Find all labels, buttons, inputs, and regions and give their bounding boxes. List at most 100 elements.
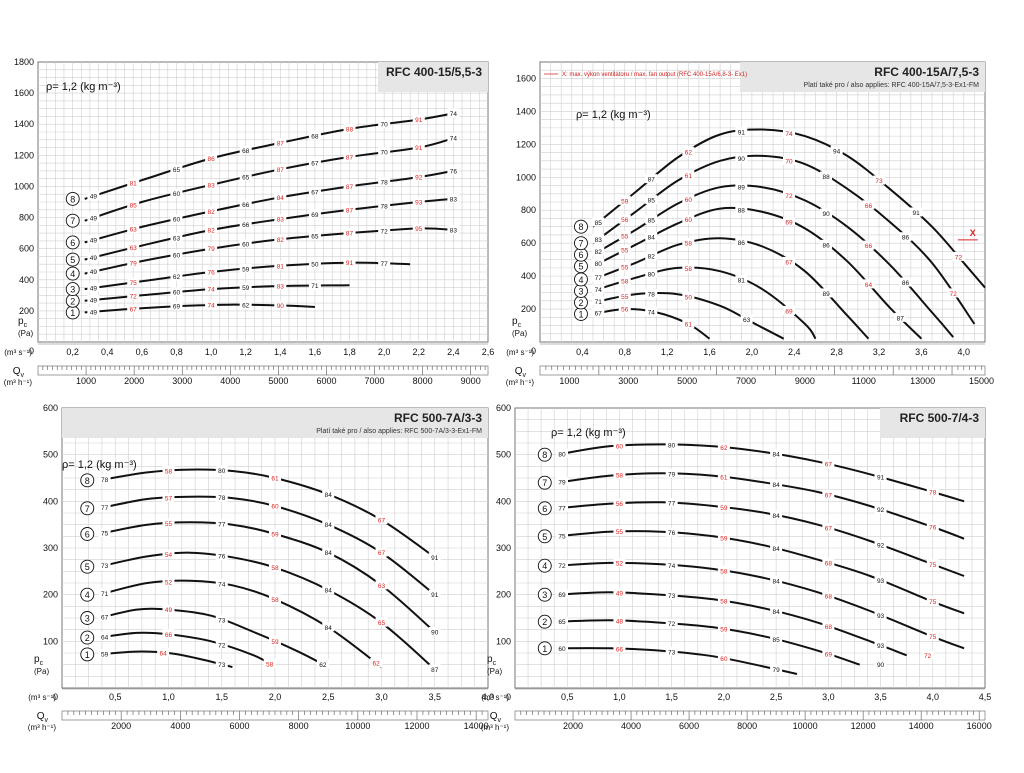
curve-label: 87 — [277, 140, 285, 147]
title-box — [62, 408, 488, 438]
x-tick-label: 4,0 — [927, 692, 940, 702]
curve-label-bg — [735, 237, 748, 247]
curve-label: 60 — [616, 443, 624, 450]
curve-label: 50 — [311, 262, 319, 269]
curve-label: 84 — [277, 195, 285, 202]
x2-tick-label: 4000 — [170, 721, 190, 731]
curve-label: 72 — [924, 653, 932, 660]
x2-tick-label: 12000 — [404, 721, 429, 731]
curve-label: 91 — [431, 555, 439, 562]
series-marker-circle — [80, 501, 95, 516]
x-tick-label: 3,6 — [915, 347, 928, 357]
x-tick-label: 1,6 — [309, 347, 322, 357]
x-axis-label: Qv — [515, 366, 527, 379]
curve-label: 75 — [929, 599, 937, 606]
curve-label: 78 — [381, 179, 389, 186]
y-tick-label: 1400 — [14, 119, 34, 129]
curve-label-bg — [378, 119, 391, 129]
x-tick-label: 0,5 — [561, 692, 574, 702]
series-marker-label: 5 — [70, 255, 75, 265]
curve-label-bg — [820, 208, 833, 218]
curve-label-bg — [822, 522, 835, 532]
curve-label: 49 — [90, 285, 98, 292]
curve-label-bg — [170, 301, 183, 311]
curve-label: 55 — [616, 529, 624, 536]
curve-label-bg — [618, 291, 631, 301]
series-marker-label: 6 — [578, 250, 583, 260]
curve-label: 86 — [902, 280, 910, 287]
curve-label: 75 — [929, 562, 937, 569]
curve-label-bg — [613, 643, 626, 653]
curve-label-bg — [170, 271, 183, 281]
curve-label-bg — [308, 158, 321, 168]
curve-label: 61 — [720, 475, 728, 482]
curve-label-bg — [162, 604, 175, 614]
y-tick-label: 300 — [496, 543, 511, 553]
curve-label: 64 — [865, 282, 873, 289]
curve-label-bg — [370, 658, 383, 668]
curve-label: 65 — [173, 167, 181, 174]
curve-label-bg — [127, 178, 140, 188]
chart-panel-2: RFC 400-15A/7,5-3 Platí také pro / also a… — [506, 61, 994, 387]
curve-label: 72 — [668, 621, 676, 628]
title-box — [880, 408, 985, 438]
density-label: ρ= 1,2 (kg m⁻³) — [46, 81, 121, 93]
curve-label: 88 — [738, 208, 746, 215]
series-marker-label: 3 — [70, 285, 75, 295]
series-5: 5 73 54 76 58 84 65 87 — [80, 549, 441, 674]
curve-label: 76 — [668, 530, 676, 537]
curve-label: 78 — [929, 490, 937, 497]
series-marker-label: 7 — [70, 216, 75, 226]
curve-label-bg — [665, 468, 678, 478]
curve-label: 49 — [90, 309, 98, 316]
curve-label-bg — [87, 235, 100, 245]
curve-label-bg — [735, 182, 748, 192]
x-tick-label: 2,2 — [413, 347, 426, 357]
x-tick-label: 4,0 — [482, 692, 495, 702]
curve-label: 73 — [101, 563, 109, 570]
curve-label-bg — [820, 288, 833, 298]
curve-label: 93 — [877, 613, 885, 620]
curve-label-bg — [874, 504, 887, 514]
curve-label: 65 — [242, 175, 250, 182]
curve-label: 58 — [720, 599, 728, 606]
series-marker-label: 6 — [70, 238, 75, 248]
curve-label-bg — [618, 231, 631, 241]
x2-tick-label: 14000 — [464, 721, 489, 731]
curve-label: 70 — [381, 150, 389, 157]
curve-label-bg — [447, 225, 460, 234]
series-marker-circle — [537, 447, 552, 462]
x2-ruler — [37, 365, 489, 376]
x-axis-secondary: 2000 4000 6000 8000 10000 12000 14000 Qv(m³ h⁻¹… — [28, 710, 489, 732]
curve-label-bg — [239, 239, 252, 248]
curve-label-bg — [717, 624, 730, 634]
y-axis-unit: (Pa) — [18, 329, 33, 338]
curve-label: 75 — [929, 634, 937, 641]
curve-label-bg — [770, 449, 783, 459]
curve-label-bg — [263, 659, 276, 669]
curve-label-bg — [822, 489, 835, 499]
curve-label-bg — [717, 653, 730, 663]
curve-label: 58 — [621, 279, 629, 286]
curve-label: 94 — [833, 148, 841, 155]
y-tick-label: 800 — [19, 213, 34, 223]
curve-label-bg — [98, 649, 111, 658]
curve-label-bg — [378, 200, 391, 210]
curve-label: 69 — [558, 592, 566, 599]
curve-label: 79 — [668, 471, 676, 478]
curve-label: 74 — [648, 309, 656, 316]
curve-label-bg — [215, 659, 228, 669]
series-curve — [556, 647, 798, 675]
y-tick-label: 100 — [496, 636, 511, 646]
curve-label-bg — [87, 212, 100, 222]
series-marker-label: 2 — [578, 298, 583, 308]
curve-label: 78 — [381, 203, 389, 210]
curve-label: 76 — [218, 554, 226, 561]
curve-label: 87 — [346, 207, 354, 214]
y-tick-label: 200 — [43, 590, 58, 600]
curve-label-bg — [822, 591, 835, 601]
curve-label-bg — [822, 557, 835, 567]
curve-label: 95 — [415, 226, 423, 233]
curve-label: 56 — [621, 217, 629, 224]
